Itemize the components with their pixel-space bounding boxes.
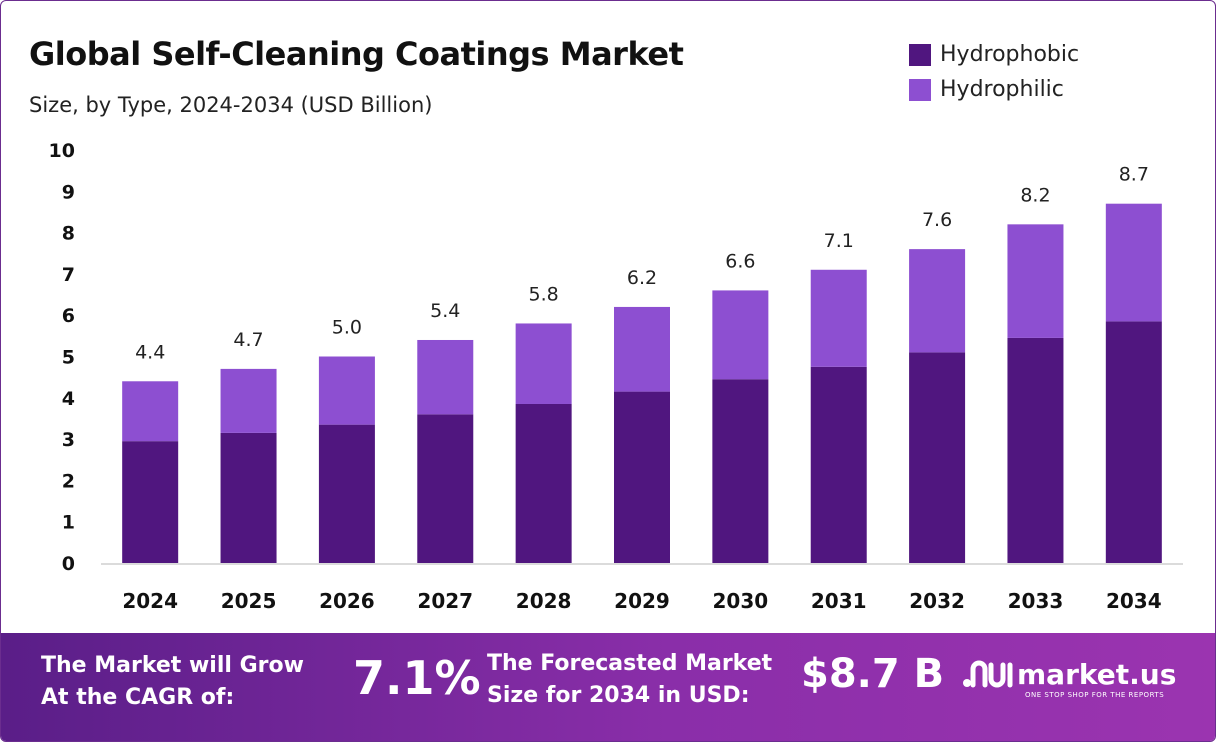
brand-tagline: ONE STOP SHOP FOR THE REPORTS bbox=[1025, 691, 1165, 699]
x-tick-label: 2032 bbox=[909, 589, 965, 613]
bar-hydrophilic-2032 bbox=[909, 249, 966, 353]
x-tick-label: 2029 bbox=[614, 589, 670, 613]
legend-item-hydrophobic: Hydrophobic bbox=[909, 37, 1079, 72]
bar-hydrophilic-2026 bbox=[318, 356, 375, 425]
y-tick-label: 0 bbox=[62, 553, 75, 575]
bar-hydrophobic-2030 bbox=[712, 379, 769, 563]
forecast-text-line1: The Forecasted Market bbox=[487, 651, 773, 676]
x-tick-label: 2031 bbox=[811, 589, 867, 613]
bar-hydrophilic-2027 bbox=[417, 339, 474, 415]
x-tick-label: 2034 bbox=[1106, 589, 1162, 613]
bar-hydrophobic-2031 bbox=[810, 366, 867, 563]
legend: Hydrophobic Hydrophilic bbox=[909, 37, 1079, 107]
bar-hydrophobic-2028 bbox=[515, 403, 572, 563]
data-label-total: 5.4 bbox=[430, 300, 460, 322]
data-label-total: 5.0 bbox=[332, 317, 362, 339]
chart-subtitle: Size, by Type, 2024-2034 (USD Billion) bbox=[29, 93, 433, 117]
x-tick-label: 2030 bbox=[713, 589, 769, 613]
brand-logo: market.us ONE STOP SHOP FOR THE REPORTS bbox=[961, 657, 1177, 699]
bar-hydrophobic-2029 bbox=[614, 391, 670, 563]
legend-swatch-hydrophilic bbox=[909, 78, 931, 101]
data-label-total: 6.2 bbox=[627, 267, 657, 289]
bar-hydrophilic-2034 bbox=[1105, 203, 1162, 322]
forecast-value: $8.7 B bbox=[801, 651, 945, 697]
data-label-total: 8.2 bbox=[1020, 184, 1050, 206]
data-label-total: 5.8 bbox=[529, 283, 559, 305]
y-tick-label: 10 bbox=[49, 140, 75, 162]
y-tick-label: 8 bbox=[62, 223, 75, 245]
bar-hydrophilic-2031 bbox=[810, 269, 867, 367]
x-tick-label: 2027 bbox=[417, 589, 473, 613]
data-label-total: 4.7 bbox=[233, 329, 263, 351]
bar-hydrophobic-2026 bbox=[318, 424, 375, 563]
bar-hydrophilic-2024 bbox=[122, 381, 179, 442]
legend-item-hydrophilic: Hydrophilic bbox=[909, 72, 1079, 107]
chart-title: Global Self-Cleaning Coatings Market bbox=[29, 35, 684, 73]
bar-hydrophobic-2032 bbox=[909, 352, 966, 563]
legend-label-hydrophobic: Hydrophobic bbox=[940, 42, 1080, 67]
y-tick-label: 6 bbox=[62, 305, 75, 327]
y-tick-label: 7 bbox=[62, 264, 75, 286]
footer-banner: The Market will Grow At the CAGR of: 7.1… bbox=[1, 633, 1215, 741]
bar-hydrophilic-2025 bbox=[220, 368, 277, 433]
y-tick-label: 1 bbox=[62, 512, 75, 534]
y-tick-label: 9 bbox=[62, 181, 75, 203]
bar-hydrophilic-2029 bbox=[614, 306, 670, 392]
bar-hydrophilic-2028 bbox=[515, 323, 572, 404]
data-label-total: 4.4 bbox=[135, 341, 165, 363]
bar-hydrophobic-2025 bbox=[220, 432, 277, 563]
bar-hydrophilic-2033 bbox=[1007, 224, 1064, 338]
y-tick-label: 2 bbox=[62, 470, 75, 492]
y-tick-label: 5 bbox=[62, 347, 75, 369]
x-tick-label: 2026 bbox=[319, 589, 375, 613]
cagr-value: 7.1% bbox=[353, 651, 481, 705]
y-tick-label: 3 bbox=[62, 429, 75, 451]
brand-mark-icon bbox=[963, 660, 1013, 688]
data-label-total: 8.7 bbox=[1119, 164, 1149, 186]
bar-hydrophilic-2030 bbox=[712, 290, 769, 380]
cagr-text-line1: The Market will Grow bbox=[41, 653, 304, 678]
y-tick-label: 4 bbox=[62, 388, 75, 410]
bar-chart: 0 1 2 3 4 5 6 7 8 9 10 4.4 2024 4.7 2025 5.0 2026 5.4 2027… bbox=[49, 140, 1183, 613]
bar-hydrophobic-2027 bbox=[417, 414, 474, 563]
x-tick-label: 2025 bbox=[221, 589, 277, 613]
data-label-total: 6.6 bbox=[725, 250, 755, 272]
bar-hydrophobic-2033 bbox=[1007, 337, 1064, 563]
x-tick-label: 2028 bbox=[516, 589, 572, 613]
data-label-total: 7.1 bbox=[824, 230, 854, 252]
bar-hydrophobic-2034 bbox=[1105, 321, 1162, 563]
bar-hydrophobic-2024 bbox=[122, 441, 179, 563]
cagr-text-line2: At the CAGR of: bbox=[41, 685, 235, 710]
brand-name: market.us bbox=[1017, 657, 1177, 691]
data-label-total: 7.6 bbox=[922, 209, 952, 231]
x-tick-label: 2033 bbox=[1008, 589, 1064, 613]
legend-swatch-hydrophobic bbox=[909, 43, 931, 66]
x-tick-label: 2024 bbox=[122, 589, 178, 613]
forecast-text-line2: Size for 2034 in USD: bbox=[487, 683, 750, 708]
legend-label-hydrophilic: Hydrophilic bbox=[940, 77, 1064, 102]
